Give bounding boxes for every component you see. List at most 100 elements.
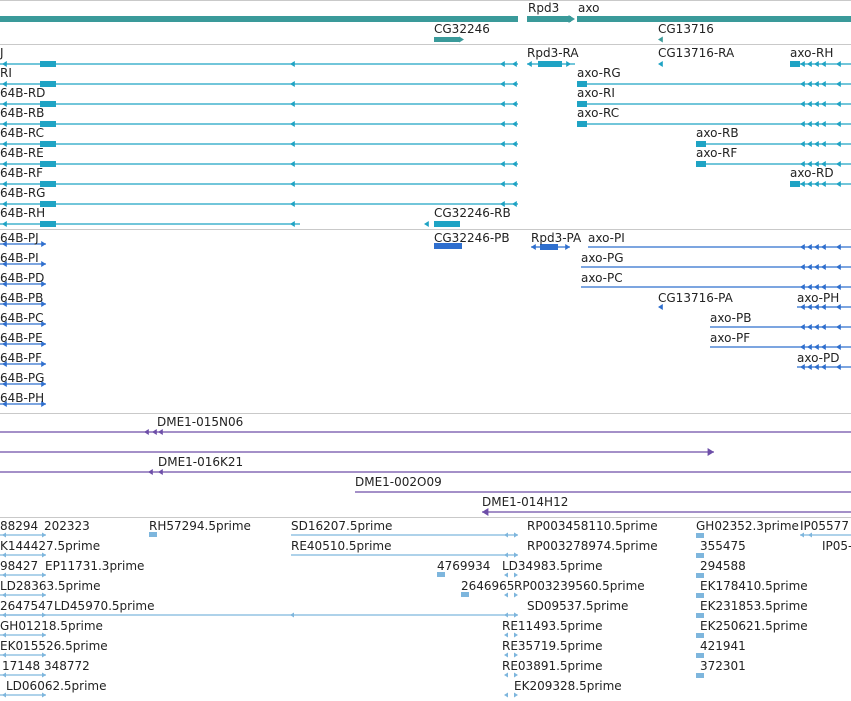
est-label[interactable]: RE03891.5prime [502,659,603,673]
est-label[interactable]: SD16207.5prime [291,519,393,533]
mrna-label[interactable]: 64B-RE [0,146,44,160]
protein-label[interactable]: Rpd3-PA [531,231,582,245]
protein-label[interactable]: axo-PC [581,271,623,285]
est-label[interactable]: EK209328.5prime [514,679,622,693]
est-label[interactable]: 2647547 [0,599,54,613]
gene-label-cg32246[interactable]: CG32246 [434,22,490,36]
est-label[interactable]: EK250621.5prime [700,619,808,633]
mrna-label[interactable]: axo-RF [696,146,738,160]
strand-arrow-left [290,141,295,147]
strand-arrow-left [512,61,517,67]
protein-label[interactable]: CG32246-PB [434,231,510,245]
gene-label-cg13716[interactable]: CG13716 [658,22,714,36]
est-label[interactable]: RP003458110.5prime [527,519,658,533]
strand-arrow-right [566,61,571,67]
bac-label[interactable]: DME1-014H12 [482,495,569,509]
est-label[interactable]: LD28363.5prime [0,579,101,593]
mrna-label[interactable]: CG32246-RB [434,206,511,220]
gene-label-rpd3[interactable]: Rpd3 [528,1,560,15]
protein-label[interactable]: 64B-PG [0,371,45,385]
est-label[interactable]: EP11731.3prime [45,559,145,573]
mrna-label[interactable]: 64B-RG [0,186,46,200]
est-label[interactable]: EK231853.5prime [700,599,808,613]
strand-arrow-left [2,321,7,327]
exon-block [696,653,704,658]
est-label[interactable]: LD45970.5prime [54,599,155,613]
protein-label[interactable]: axo-PB [710,311,752,325]
strand-arrow-right [41,341,46,347]
est-label[interactable]: SD09537.5prime [527,599,629,613]
bac-label[interactable]: DME1-015N06 [157,415,244,429]
mrna-label[interactable]: axo-RB [696,126,739,140]
protein-label[interactable]: 64B-PF [0,351,42,365]
mrna-label[interactable]: 64B-RF [0,166,44,180]
protein-label[interactable]: 64B-PI [0,251,39,265]
est-label[interactable]: GH01218.5prime [0,619,103,633]
strand-arrow-left [807,161,812,167]
est-label[interactable]: 88294 [0,519,39,533]
strand-arrow-left [807,284,812,290]
strand-arrow-left [807,324,812,330]
protein-label[interactable]: 64B-PB [0,291,44,305]
est-label[interactable]: GH02352.3prime [696,519,799,533]
protein-label[interactable]: 64B-PE [0,331,43,345]
mrna-label[interactable]: axo-RC [577,106,620,120]
est-label[interactable]: 98427 [0,559,39,573]
est-label[interactable]: 348772 [44,659,90,673]
est-label[interactable]: EK178410.5prime [700,579,808,593]
strand-arrow-left [658,36,663,43]
bac-label[interactable]: DME1-002O09 [355,475,442,489]
strand-arrow-left [290,221,295,227]
est-label[interactable]: LD06062.5prime [6,679,107,693]
protein-label[interactable]: axo-PH [797,291,840,305]
protein-label[interactable]: CG13716-PA [658,291,733,305]
protein-label[interactable]: 64B-PD [0,271,45,285]
est-label[interactable]: K144427.5prime [0,539,101,553]
est-label[interactable]: RE35719.5prime [502,639,603,653]
est-label[interactable]: 372301 [700,659,746,673]
protein-label[interactable]: 64B-PH [0,391,45,405]
mrna-label[interactable]: 64B-RC [0,126,44,140]
mrna-label[interactable]: Rpd3-RA [527,46,579,60]
mrna-label[interactable]: axo-RI [577,86,615,100]
protein-label[interactable]: 64B-PJ [0,231,39,245]
est-label[interactable]: 355475 [700,539,746,553]
est-label[interactable]: RE11493.5prime [502,619,603,633]
mrna-label[interactable]: RI [0,66,12,80]
protein-label[interactable]: axo-PG [581,251,624,265]
est-label[interactable]: RP003239560.5prime [514,579,645,593]
mrna-label[interactable]: 64B-RD [0,86,46,100]
track-separator [0,413,851,414]
est-label[interactable]: 421941 [700,639,746,653]
mrna-label[interactable]: J [0,46,4,60]
est-label[interactable]: 202323 [44,519,90,533]
mrna-label[interactable]: axo-RG [577,66,621,80]
est-label[interactable]: IP05- [822,539,851,553]
est-label[interactable]: 4769934 [437,559,491,573]
exon-block [0,16,518,22]
est-label[interactable]: EK015526.5prime [0,639,108,653]
protein-label[interactable]: axo-PF [710,331,751,345]
est-label[interactable]: RH57294.5prime [149,519,251,533]
est-label[interactable]: 2646965 [461,579,515,593]
strand-arrow-left [500,201,505,207]
protein-label[interactable]: 64B-PC [0,311,44,325]
est-label[interactable]: LD34983.5prime [502,559,603,573]
protein-label[interactable]: axo-PD [797,351,840,365]
strand-arrow-left [814,284,819,290]
protein-label[interactable]: axo-PI [588,231,625,245]
est-label[interactable]: RE40510.5prime [291,539,392,553]
est-label[interactable]: IP05577 [800,519,849,533]
mrna-label[interactable]: CG13716-RA [658,46,735,60]
strand-arrow-left [836,344,841,350]
bac-label[interactable]: DME1-016K21 [158,455,244,469]
est-label[interactable]: 17148 [2,659,41,673]
est-label[interactable]: RP003278974.5prime [527,539,658,553]
mrna-label[interactable]: axo-RD [790,166,834,180]
mrna-label[interactable]: 64B-RB [0,106,45,120]
mrna-label[interactable]: 64B-RH [0,206,46,220]
mrna-label[interactable]: axo-RH [790,46,834,60]
gene-label-axo[interactable]: axo [578,1,600,15]
est-label[interactable]: 294588 [700,559,746,573]
